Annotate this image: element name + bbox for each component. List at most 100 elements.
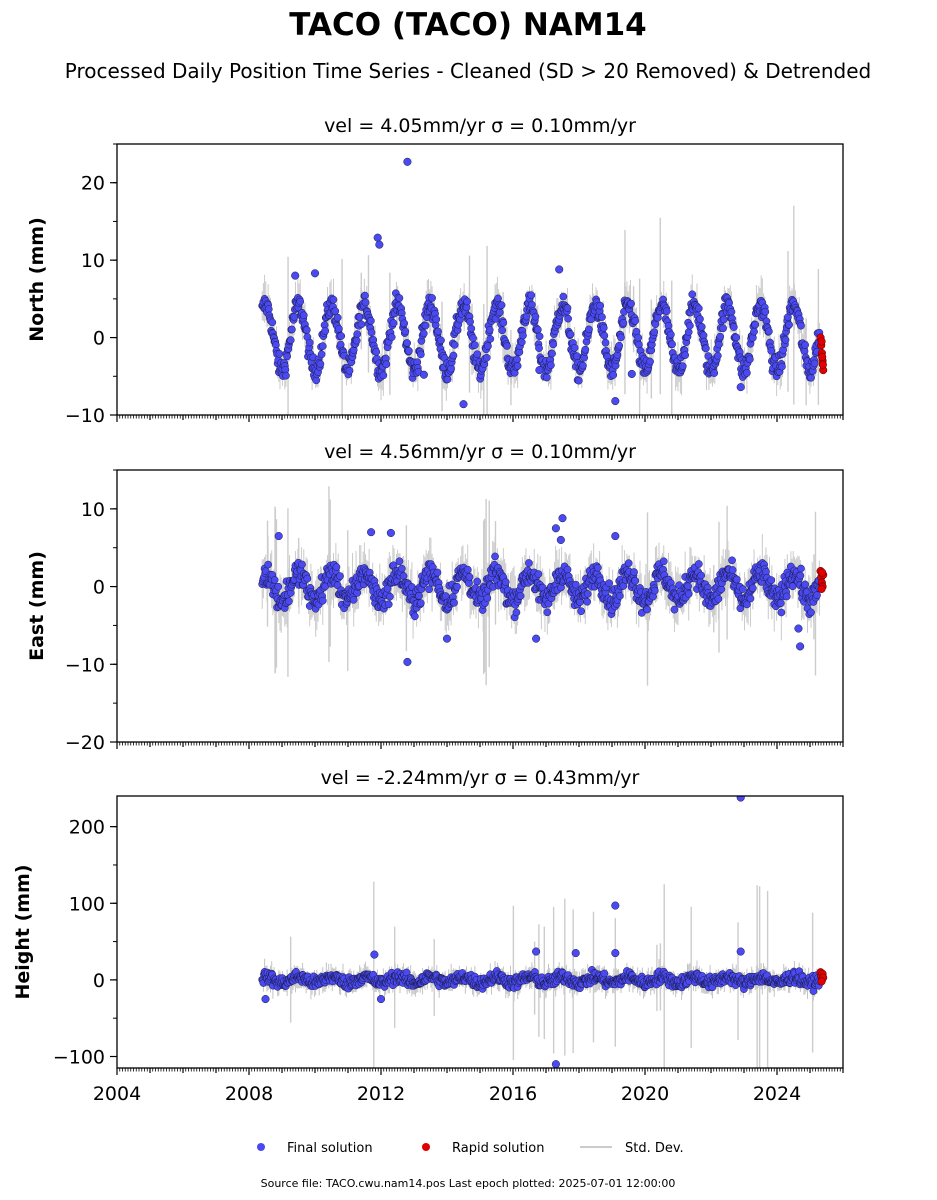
final-point: [585, 325, 593, 334]
final-point: [434, 327, 442, 336]
final-point: [765, 327, 773, 336]
final-point: [535, 344, 543, 352]
final-point: [631, 576, 640, 585]
rapid-point: [817, 337, 826, 346]
panel-title-east: vel = 4.56mm/yr σ = 0.10mm/yr: [324, 441, 636, 463]
final-point: [570, 343, 579, 352]
final-point: [713, 351, 722, 360]
final-point: [290, 313, 299, 321]
final-point: [361, 291, 369, 300]
ylabel-north: North (mm): [26, 217, 48, 342]
final-point: [667, 330, 675, 339]
final-point: [286, 336, 295, 344]
final-point: [728, 556, 736, 565]
final-point: [558, 514, 567, 523]
final-point: [469, 334, 477, 343]
final-point: [736, 796, 745, 802]
final-point: [611, 397, 620, 406]
final-point: [465, 573, 474, 581]
final-point: [600, 969, 609, 978]
final-point: [463, 565, 472, 574]
final-point: [650, 586, 659, 595]
final-point: [696, 315, 704, 323]
final-point: [512, 608, 521, 617]
final-point: [532, 947, 541, 956]
final-point: [302, 326, 311, 334]
final-point: [596, 301, 605, 310]
final-point: [736, 383, 745, 392]
final-point: [777, 608, 786, 617]
y-tick-label: 0: [93, 970, 105, 992]
y-tick-label: 100: [69, 893, 105, 915]
final-point: [702, 344, 710, 353]
final-point: [370, 950, 379, 959]
final-point: [688, 290, 697, 299]
final-point: [714, 594, 723, 603]
final-point: [746, 594, 755, 603]
final-point: [387, 333, 396, 342]
final-point: [305, 338, 314, 347]
final-point: [522, 312, 531, 321]
final-point: [650, 328, 659, 336]
final-point: [317, 350, 326, 359]
y-tick-label: 10: [81, 499, 105, 521]
final-point: [736, 947, 745, 956]
final-point: [372, 348, 381, 356]
final-point: [577, 607, 586, 615]
final-point: [801, 341, 809, 349]
final-point: [283, 352, 291, 361]
final-point: [778, 362, 786, 371]
final-point: [601, 338, 610, 347]
final-point: [282, 371, 290, 380]
final-point: [497, 301, 506, 309]
final-point: [662, 307, 671, 316]
plot-area-north: [258, 157, 828, 415]
final-point: [694, 560, 703, 568]
final-point: [513, 355, 521, 364]
figure-title: TACO (TACO) NAM14: [289, 7, 647, 43]
final-point: [399, 572, 408, 580]
final-point: [421, 321, 430, 330]
final-point: [743, 369, 751, 377]
final-point: [534, 570, 543, 578]
final-point: [617, 333, 625, 342]
final-point: [447, 364, 455, 373]
final-point: [670, 605, 679, 614]
final-point: [449, 351, 458, 360]
rapid-point: [817, 977, 826, 986]
final-point: [318, 596, 327, 605]
final-point: [627, 299, 635, 308]
final-point: [583, 590, 592, 598]
final-point: [559, 292, 568, 301]
final-point: [316, 360, 325, 368]
final-point: [516, 592, 525, 600]
final-point: [684, 582, 692, 591]
final-point: [491, 552, 499, 561]
final-point: [386, 528, 395, 537]
final-point: [466, 317, 474, 326]
final-point: [450, 341, 459, 349]
final-point: [631, 316, 640, 325]
final-point: [579, 361, 587, 370]
final-point: [495, 308, 504, 317]
final-point: [581, 345, 590, 354]
final-point: [367, 317, 375, 325]
final-point: [619, 319, 628, 327]
final-point: [609, 371, 618, 379]
final-point: [383, 584, 392, 593]
final-point: [345, 366, 354, 375]
final-point: [419, 329, 428, 338]
final-point: [352, 336, 361, 345]
final-point: [547, 361, 555, 370]
final-point: [785, 320, 793, 329]
final-point: [535, 366, 544, 375]
final-point: [728, 566, 737, 574]
final-point: [274, 582, 283, 591]
final-point: [556, 535, 565, 544]
final-point: [807, 373, 815, 382]
plot-area-east: [258, 486, 828, 686]
final-point: [403, 657, 412, 667]
final-point: [767, 576, 776, 584]
final-point: [697, 571, 706, 580]
